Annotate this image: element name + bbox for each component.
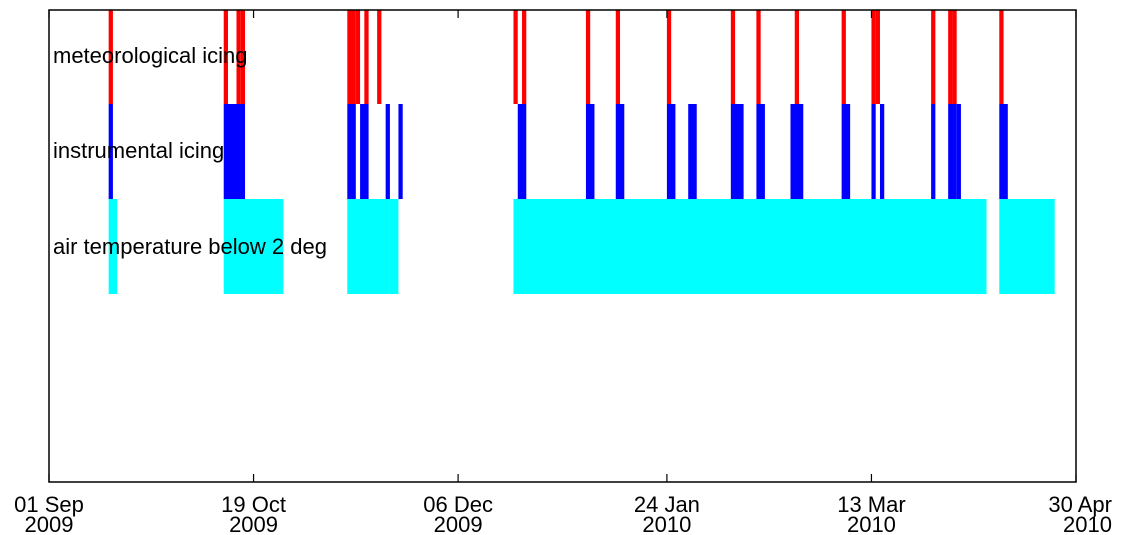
series-0-interval-3 bbox=[240, 10, 246, 104]
series-1-interval-4 bbox=[385, 104, 390, 199]
x-tick-label-0-line1: 01 Sep bbox=[14, 492, 84, 517]
series-1-interval-10 bbox=[688, 104, 697, 199]
plot-area-frame bbox=[48, 9, 1077, 483]
x-tick-label-1-line1: 19 Oct bbox=[221, 492, 286, 517]
series-2-interval-1 bbox=[223, 199, 284, 294]
series-0-interval-7 bbox=[377, 10, 382, 104]
series-1-interval-14 bbox=[841, 104, 851, 199]
series-1-interval-5 bbox=[398, 104, 403, 199]
plot-marks bbox=[108, 10, 1055, 294]
x-tick-label-4-line2: 2010 bbox=[847, 512, 896, 535]
series-1-interval-6 bbox=[517, 104, 527, 199]
series-1-interval-19 bbox=[956, 104, 961, 199]
series-0-interval-4 bbox=[347, 10, 356, 104]
row-label-2: air temperature below 2 deg bbox=[53, 234, 327, 259]
row-label-1: instrumental icing bbox=[53, 138, 224, 163]
series-0-interval-5 bbox=[355, 10, 361, 104]
series-0-interval-9 bbox=[522, 10, 527, 104]
series-0-interval-0 bbox=[108, 10, 113, 104]
series-1-interval-20 bbox=[999, 104, 1008, 199]
x-tick-label-5-line2: 2010 bbox=[1063, 512, 1112, 535]
x-tick-label-2-line2: 2009 bbox=[434, 512, 483, 535]
series-2-interval-2 bbox=[347, 199, 390, 294]
series-0-interval-12 bbox=[666, 10, 672, 104]
x-tick-label-2-line1: 06 Dec bbox=[423, 492, 493, 517]
series-0-interval-6 bbox=[364, 10, 369, 104]
series-1-interval-0 bbox=[108, 104, 113, 199]
series-1-interval-18 bbox=[948, 104, 957, 199]
series-1-interval-9 bbox=[666, 104, 676, 199]
series-1-interval-7 bbox=[585, 104, 595, 199]
series-1-interval-1 bbox=[223, 104, 246, 199]
series-0-interval-11 bbox=[615, 10, 621, 104]
series-0-interval-8 bbox=[513, 10, 518, 104]
series-0-interval-13 bbox=[730, 10, 736, 104]
series-1-interval-12 bbox=[756, 104, 765, 199]
series-0-interval-21 bbox=[952, 10, 957, 104]
series-1-interval-11 bbox=[730, 104, 744, 199]
series-1-interval-8 bbox=[615, 104, 625, 199]
series-0-interval-20 bbox=[948, 10, 953, 104]
series-0-interval-18 bbox=[875, 10, 880, 104]
x-tick-label-3-line2: 2010 bbox=[642, 512, 691, 535]
x-tick-label-3-line1: 24 Jan bbox=[634, 492, 700, 517]
series-0-interval-15 bbox=[794, 10, 800, 104]
series-0-interval-22 bbox=[999, 10, 1004, 104]
x-tick-label-4-line1: 13 Mar bbox=[837, 492, 905, 517]
series-0-interval-1 bbox=[223, 10, 228, 104]
x-tick-label-5-line1: 30 Apr bbox=[1048, 492, 1112, 517]
row-label-0: meteorological icing bbox=[53, 43, 247, 68]
series-0-interval-2 bbox=[236, 10, 241, 104]
series-1-interval-17 bbox=[931, 104, 936, 199]
series-0-interval-16 bbox=[841, 10, 846, 104]
series-1-interval-3 bbox=[360, 104, 369, 199]
series-1-interval-2 bbox=[347, 104, 356, 199]
series-1-interval-16 bbox=[879, 104, 885, 199]
series-0-interval-19 bbox=[931, 10, 936, 104]
series-1-interval-13 bbox=[790, 104, 804, 199]
x-tick-label-1-line2: 2009 bbox=[229, 512, 278, 535]
series-0-interval-10 bbox=[585, 10, 591, 104]
series-2-interval-5 bbox=[999, 199, 1055, 294]
series-2-interval-0 bbox=[108, 199, 118, 294]
series-0-interval-17 bbox=[871, 10, 876, 104]
series-0-interval-14 bbox=[756, 10, 761, 104]
series-2-interval-3 bbox=[389, 199, 399, 294]
x-tick-label-0-line2: 2009 bbox=[25, 512, 74, 535]
series-2-interval-4 bbox=[513, 199, 987, 294]
row-labels: meteorological icing instrumental icing ai… bbox=[53, 43, 327, 259]
series-1-interval-15 bbox=[871, 104, 876, 199]
